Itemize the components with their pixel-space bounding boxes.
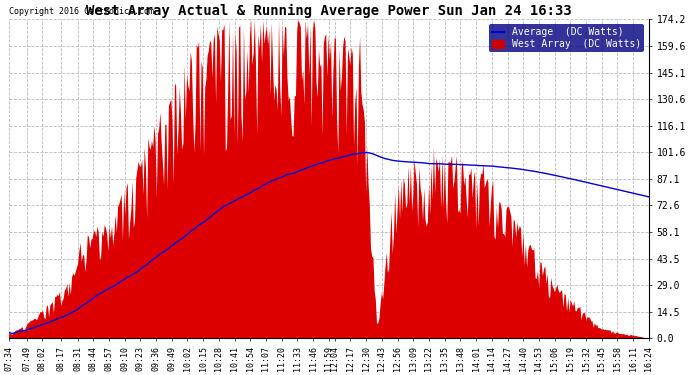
Text: Copyright 2016 Cartronics.com: Copyright 2016 Cartronics.com xyxy=(9,7,154,16)
Legend: Average  (DC Watts), West Array  (DC Watts): Average (DC Watts), West Array (DC Watts… xyxy=(489,24,644,52)
Title: West Array Actual & Running Average Power Sun Jan 24 16:33: West Array Actual & Running Average Powe… xyxy=(86,4,571,18)
